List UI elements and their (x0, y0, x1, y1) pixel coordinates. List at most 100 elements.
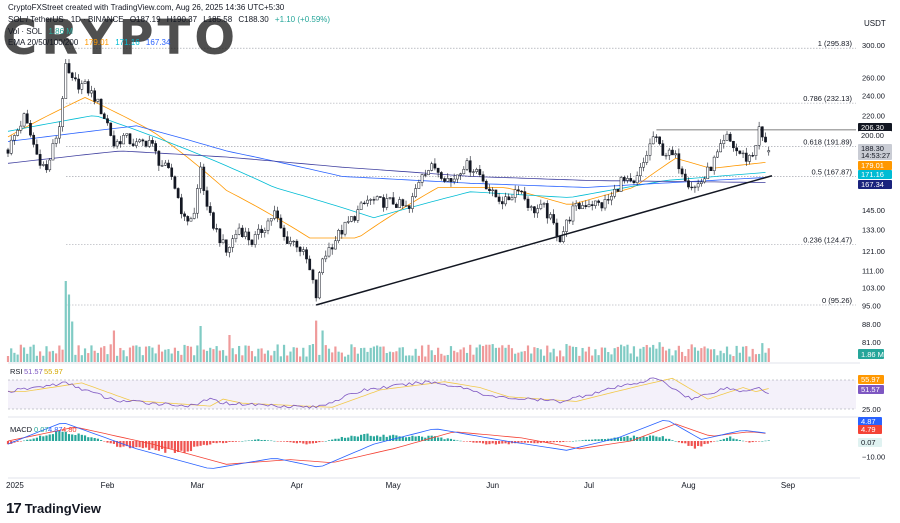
volume-bar (411, 355, 414, 362)
macd-histogram-bar (315, 441, 318, 443)
price-tag-bg (858, 123, 892, 132)
candle-body (478, 169, 482, 175)
macd-histogram-bar (26, 439, 29, 441)
volume-bar (343, 356, 347, 362)
macd-histogram-bar (385, 436, 388, 441)
ema100-line (7, 125, 766, 188)
candle-body (504, 196, 507, 205)
candle-body (51, 143, 55, 161)
time-axis-label: Apr (291, 481, 304, 490)
price-tag: 14:53:27 (861, 151, 890, 160)
macd-histogram-bar (238, 441, 241, 442)
macd-histogram-bar (392, 434, 395, 441)
volume-bar (347, 354, 350, 362)
macd-histogram-bar (594, 439, 597, 441)
volume-bar (472, 354, 475, 362)
macd-histogram-bar (533, 441, 536, 444)
macd-histogram-bar (440, 437, 443, 441)
macd-histogram-bar (135, 441, 138, 448)
volume-bar (83, 348, 87, 362)
macd-histogram-bar (218, 441, 221, 443)
macd-histogram-bar (331, 439, 334, 441)
volume-bar (308, 345, 311, 362)
volume-bar (687, 349, 690, 362)
volume-legend: Vol · SOL 1.86 M (8, 27, 77, 36)
candle-body (362, 202, 366, 205)
macd-histogram-bar (353, 436, 356, 441)
volume-bar (745, 346, 748, 362)
volume-bar (212, 349, 215, 362)
volume-bar (173, 347, 177, 362)
candle-body (655, 136, 658, 138)
candle-body (645, 155, 649, 163)
price-axis-tick: 88.00 (862, 320, 881, 329)
macd-histogram-bar (279, 441, 282, 442)
volume-bar (116, 355, 119, 362)
macd-histogram-bar (697, 441, 700, 446)
candle-body (680, 168, 684, 175)
candle-body (141, 139, 145, 142)
candle-body (202, 166, 206, 191)
volume-bar (148, 346, 151, 362)
volume-bar (193, 355, 196, 362)
candle-body (144, 140, 148, 147)
volume-bar (552, 348, 555, 362)
ohlc-close: C188.30 (238, 15, 269, 24)
candle-body (420, 174, 424, 183)
volume-bar (632, 346, 636, 362)
macd-histogram-bar (286, 441, 289, 442)
macd-histogram-bar (751, 441, 754, 443)
volume-bar (241, 355, 244, 362)
macd-histogram-bar (112, 441, 116, 444)
volume-bar (690, 344, 693, 362)
volume-bar (209, 347, 212, 362)
currency-label: USDT (864, 19, 886, 28)
candle-body (369, 199, 373, 201)
candle-body (732, 141, 735, 149)
macd-histogram-bar (295, 441, 298, 444)
candle-body (481, 174, 485, 182)
macd-histogram-bar (745, 441, 748, 442)
candle-body (122, 135, 125, 145)
volume-bar (587, 346, 591, 362)
volume-bar (19, 344, 22, 362)
ema-legend: EMA 20/50/100/200 179.01 171.16 167.34 (8, 38, 174, 47)
candle-body (764, 136, 767, 143)
candle-body (683, 173, 687, 181)
candle-body (767, 150, 771, 153)
volume-bar (684, 356, 687, 362)
candle-body (651, 136, 655, 145)
volume-bar (64, 281, 67, 362)
macd-value: 4.87 (48, 425, 63, 434)
price-tag-bg (858, 180, 892, 189)
candle-body (459, 173, 462, 176)
ohlc-low: L185.58 (203, 15, 233, 24)
volume-bar (138, 346, 141, 362)
volume-bar (276, 344, 279, 362)
candle-body (273, 210, 276, 219)
candle-body (709, 166, 713, 171)
macd-histogram-bar (565, 441, 568, 442)
volume-bar (510, 348, 514, 362)
macd-histogram-bar (209, 441, 212, 445)
ema50-line (7, 115, 766, 219)
candle-body (212, 212, 215, 229)
candle-body (199, 166, 202, 189)
volume-bar (623, 346, 626, 362)
candle-body (311, 269, 315, 281)
ohlc-open: O187.19 (129, 15, 161, 24)
rsi-value: 51.57 (24, 367, 43, 376)
volume-bar (154, 353, 157, 362)
macd-histogram-bar (449, 438, 453, 441)
volume-bar (199, 326, 202, 362)
candle-body (337, 230, 340, 242)
candle-body (735, 147, 738, 152)
volume-bar (22, 347, 26, 362)
macd-histogram-bar (90, 437, 93, 441)
candle-body (584, 205, 588, 208)
macd-histogram-bar (347, 437, 350, 441)
candle-body (520, 190, 523, 193)
macd-histogram-bar (305, 441, 308, 445)
candle-body (231, 238, 235, 248)
candle-body (102, 113, 106, 119)
